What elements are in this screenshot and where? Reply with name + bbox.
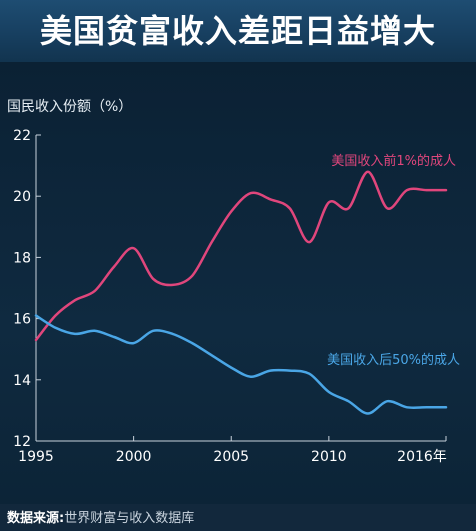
chart-series (34, 170, 448, 415)
y-tick-label: 18 (13, 250, 31, 266)
series-bottom-50-percent-line (34, 314, 448, 415)
footer-bar (0, 504, 476, 531)
series-top-1-percent-line (34, 170, 448, 342)
y-tick-label: 20 (13, 189, 31, 205)
source-label: 数据来源: (7, 511, 65, 526)
chart-axes: 12 14 16 18 20 22 1995 2000 2005 2010 2016年 (13, 128, 447, 465)
series-bottom-50-percent-label: 美国收入后50%的成人 (327, 352, 460, 368)
data-source: 数据来源:世界财富与收入数据库 (7, 507, 194, 526)
chart-title: 美国贫富收入差距日益增大 (39, 12, 436, 50)
x-tick-label: 2010 (311, 449, 347, 465)
source-text: 世界财富与收入数据库 (64, 511, 195, 526)
y-tick-label: 22 (13, 128, 31, 144)
series-top-1-percent-label: 美国收入前1%的成人 (331, 153, 456, 169)
y-tick-label: 12 (13, 434, 31, 450)
y-tick-label: 14 (13, 373, 31, 389)
x-tick-label: 1995 (18, 449, 54, 465)
x-tick-label: 2000 (116, 449, 152, 465)
y-axis-label: 国民收入份额（%） (7, 99, 133, 115)
plot-background (0, 62, 476, 504)
x-tick-label: 2005 (213, 449, 249, 465)
header-banner (0, 0, 476, 62)
x-tick-label: 2016年 (397, 449, 447, 465)
y-tick-label: 16 (13, 312, 31, 328)
